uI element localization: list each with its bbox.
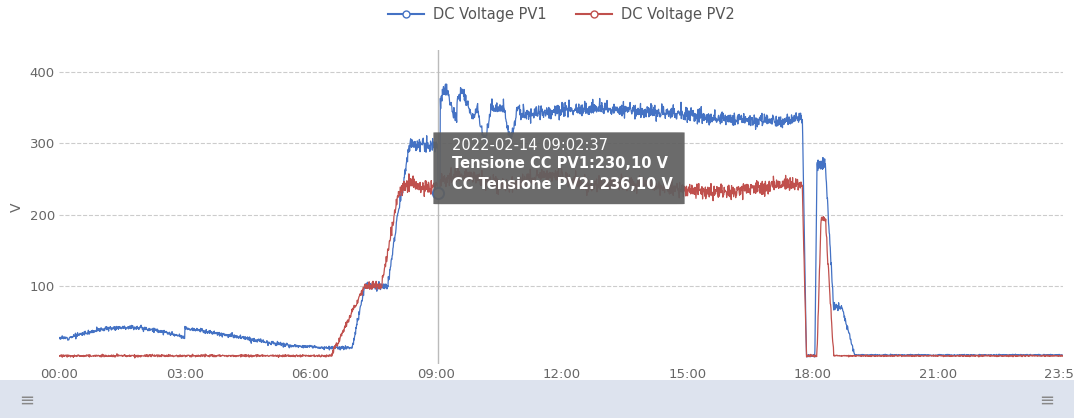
- Text: Tensione CC PV1:230,10 V: Tensione CC PV1:230,10 V: [452, 156, 668, 171]
- DC Voltage PV2: [690, 196, 702, 201]
- DC Voltage PV1: [690, 112, 702, 117]
- DC Voltage PV2: [53, 353, 66, 358]
- Line: DC Voltage PV1: DC Voltage PV1: [59, 84, 1063, 357]
- DC Voltage PV2: [128, 355, 141, 360]
- Y-axis label: V: V: [10, 202, 24, 212]
- Text: CC Tensione PV2: 236,10 V: CC Tensione PV2: 236,10 V: [452, 176, 673, 191]
- DC Voltage PV1: [440, 82, 453, 87]
- DC Voltage PV2: [372, 283, 384, 288]
- Line: DC Voltage PV2: DC Voltage PV2: [59, 166, 1063, 358]
- DC Voltage PV1: [754, 117, 767, 122]
- DC Voltage PV1: [882, 353, 895, 358]
- Text: 2022-02-14 09:02:37: 2022-02-14 09:02:37: [452, 138, 608, 153]
- DC Voltage PV2: [882, 354, 895, 359]
- DC Voltage PV1: [53, 335, 66, 340]
- DC Voltage PV1: [807, 352, 819, 357]
- DC Voltage PV1: [753, 115, 766, 120]
- Legend: DC Voltage PV1, DC Voltage PV2: DC Voltage PV1, DC Voltage PV2: [382, 1, 740, 28]
- Text: ≡: ≡: [19, 392, 34, 410]
- DC Voltage PV2: [452, 163, 465, 168]
- DC Voltage PV1: [808, 354, 821, 359]
- DC Voltage PV2: [754, 191, 767, 196]
- DC Voltage PV1: [372, 282, 384, 287]
- FancyBboxPatch shape: [434, 133, 684, 204]
- DC Voltage PV2: [754, 183, 767, 188]
- Text: ≡: ≡: [1040, 392, 1055, 410]
- DC Voltage PV1: [1057, 353, 1070, 358]
- DC Voltage PV2: [808, 354, 821, 359]
- DC Voltage PV2: [1057, 353, 1070, 358]
